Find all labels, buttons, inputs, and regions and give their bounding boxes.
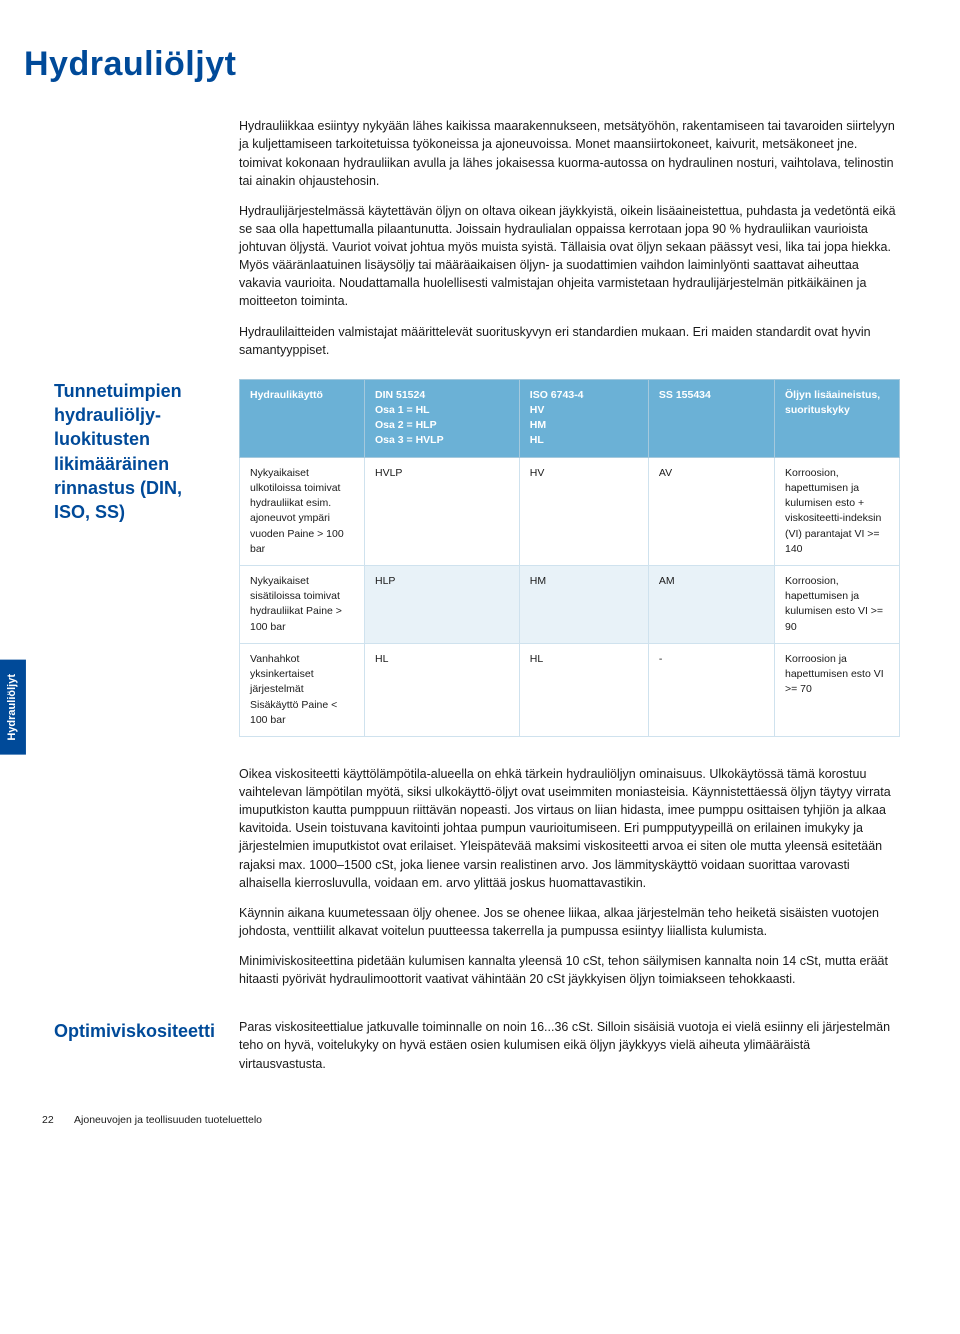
th-din: DIN 51524 Osa 1 = HL Osa 2 = HLP Osa 3 =… [365,379,520,457]
subheading-text: Paras viskositeettialue jatkuvalle toimi… [239,1018,900,1072]
page-number: 22 [42,1114,54,1126]
classification-table: Hydraulikäyttö DIN 51524 Osa 1 = HL Osa … [239,379,900,737]
row-val: AM [648,565,774,643]
th-ss: SS 155434 [648,379,774,457]
page-footer: 22 Ajoneuvojen ja teollisuuden tuoteluet… [24,1113,900,1128]
intro-paragraph: Hydraulilaitteiden valmistajat määrittel… [239,323,900,359]
row-val: HLP [365,565,520,643]
row-desc: Vanhahkot yksinkertaiset järjestelmät Si… [240,643,365,736]
row-val: HL [365,643,520,736]
row-val: HVLP [365,457,520,565]
row-val: HL [519,643,648,736]
row-val: AV [648,457,774,565]
table-sidebar-heading: Tunnetuimpien hydrauliöljy-luokitusten l… [24,379,239,525]
row-perf: Korroosion ja hapettumisen esto VI >= 70 [775,643,900,736]
body-paragraph: Minimiviskositeettina pidetään kulumisen… [239,952,900,988]
th-iso: ISO 6743-4 HV HM HL [519,379,648,457]
row-desc: Nykyaikaiset ulkotiloissa toimivat hydra… [240,457,365,565]
footer-label: Ajoneuvojen ja teollisuuden tuoteluettel… [74,1114,262,1126]
row-val: HM [519,565,648,643]
row-val: - [648,643,774,736]
subheading-optimiviskositeetti: Optimiviskositeetti [24,1018,239,1044]
row-perf: Korroosion, hapettumisen ja kulumisen es… [775,565,900,643]
intro-paragraph: Hydrauliikkaa esiintyy nykyään lähes kai… [239,117,900,190]
row-val: HV [519,457,648,565]
intro-paragraph: Hydraulijärjestelmässä käytettävän öljyn… [239,202,900,311]
side-tab: Hydrauliöljyt [0,660,26,755]
body-paragraph: Oikea viskositeetti käyttölämpötila-alue… [239,765,900,892]
row-desc: Nykyaikaiset sisätiloissa toimivat hydra… [240,565,365,643]
th-hydraulikäyttö: Hydraulikäyttö [240,379,365,457]
row-perf: Korroosion, hapettumisen ja kulumisen es… [775,457,900,565]
page-title: Hydrauliöljyt [24,40,900,89]
th-perf: Öljyn lisäaineistus, suorituskyky [775,379,900,457]
body-paragraph: Käynnin aikana kuumetessaan öljy ohenee.… [239,904,900,940]
